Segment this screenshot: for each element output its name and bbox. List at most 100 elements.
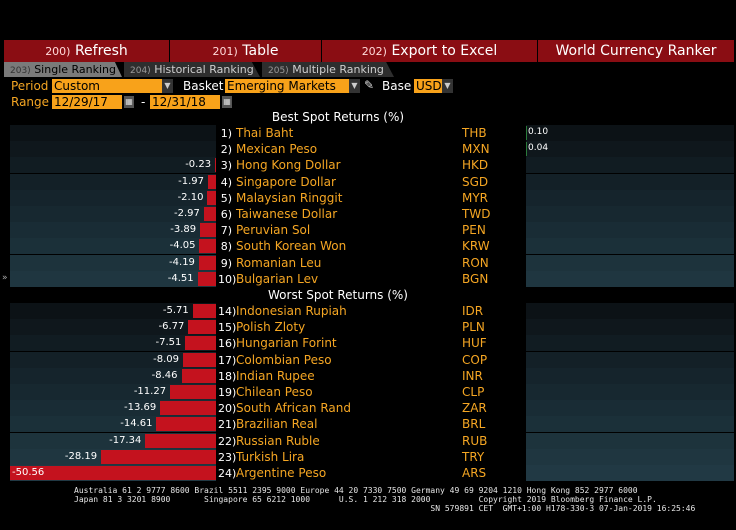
tab-num: 205) <box>268 66 289 76</box>
currency-name[interactable]: Singapore Dollar <box>236 174 336 189</box>
currency-name[interactable]: Hong Kong Dollar <box>236 158 341 173</box>
return-bar <box>145 433 216 448</box>
rank-number: 23) <box>218 450 237 464</box>
footer: Australia 61 2 9777 8600 Brazil 5511 239… <box>74 486 695 513</box>
currency-name[interactable]: Romanian Leu <box>236 255 322 270</box>
currency-name[interactable]: Russian Ruble <box>236 433 320 448</box>
currency-name[interactable]: South African Rand <box>236 401 351 416</box>
chevron-down-icon[interactable]: ▼ <box>162 79 173 93</box>
currency-code[interactable]: TWD <box>462 207 491 221</box>
currency-code[interactable]: HKD <box>462 158 489 173</box>
rank-number: 14) <box>218 305 237 318</box>
row-background <box>10 141 216 158</box>
return-bar <box>200 223 216 238</box>
basket-select[interactable]: Emerging Markets <box>225 79 349 93</box>
right-panel-cell <box>526 367 734 384</box>
refresh-label: Refresh <box>74 43 128 59</box>
return-value: -3.89 <box>170 224 197 236</box>
row-background <box>10 125 216 141</box>
return-bar <box>198 255 216 270</box>
currency-name[interactable]: Indonesian Rupiah <box>236 304 347 318</box>
currency-name[interactable]: Indian Rupee <box>236 368 315 383</box>
return-bar <box>215 158 216 173</box>
rank-number: 1) <box>220 127 232 140</box>
return-bar <box>183 352 216 367</box>
currency-code[interactable]: SGD <box>462 174 489 189</box>
currency-code[interactable]: ZAR <box>462 401 487 416</box>
currency-name[interactable]: Colombian Peso <box>236 352 332 367</box>
refresh-button[interactable]: 200) Refresh <box>4 40 170 62</box>
currency-code[interactable]: RUB <box>462 433 488 448</box>
currency-code[interactable]: BGN <box>462 271 489 286</box>
currency-code[interactable]: ARS <box>462 466 487 480</box>
row-background <box>10 270 216 287</box>
currency-code[interactable]: IDR <box>462 304 484 318</box>
currency-code[interactable]: RON <box>462 255 489 270</box>
return-bar <box>199 239 216 254</box>
rank-number: 17) <box>218 353 237 367</box>
chevron-down-icon[interactable]: ▼ <box>349 79 360 93</box>
return-value: -2.10 <box>177 191 204 203</box>
currency-code[interactable]: CLP <box>462 385 485 399</box>
footer-line: Japan 81 3 3201 8900 Singapore 65 6212 1… <box>74 495 657 504</box>
rank-number: 4) <box>220 175 232 189</box>
currency-name[interactable]: Brazilian Real <box>236 417 318 432</box>
currency-name[interactable]: Chilean Peso <box>236 385 313 399</box>
currency-name[interactable]: Bulgarian Lev <box>236 271 319 286</box>
rank-number: 9) <box>220 256 232 270</box>
right-panel-cell <box>526 125 734 141</box>
currency-name[interactable]: Hungarian Forint <box>236 336 337 351</box>
return-bar <box>170 385 216 399</box>
right-panel-cell <box>526 222 734 239</box>
return-bar <box>181 368 216 383</box>
export-excel-button[interactable]: 202) Export to Excel <box>322 40 538 62</box>
currency-name[interactable]: Malaysian Ringgit <box>236 190 343 205</box>
currency-name[interactable]: Turkish Lira <box>236 449 305 464</box>
currency-code[interactable]: TRY <box>462 449 485 464</box>
currency-name[interactable]: Mexican Peso <box>236 142 318 157</box>
expand-arrow-icon[interactable]: » <box>2 273 8 283</box>
base-select[interactable]: USD <box>414 79 442 93</box>
currency-code[interactable]: INR <box>462 368 483 383</box>
right-panel-cell <box>526 189 734 206</box>
currency-name[interactable]: Polish Zloty <box>236 320 306 335</box>
calendar-icon[interactable]: ▦ <box>222 96 232 108</box>
rank-number: 24) <box>218 467 237 480</box>
currency-code[interactable]: HUF <box>462 336 487 351</box>
range-end-input[interactable]: 12/31/18 <box>150 95 220 109</box>
right-panel-cell <box>526 270 734 287</box>
tab-multiple-ranking[interactable]: 205) Multiple Ranking <box>262 62 394 77</box>
currency-code[interactable]: PLN <box>462 320 485 335</box>
footer-line: SN 579891 CET GMT+1:00 H178-330-3 07-Jan… <box>74 504 696 513</box>
currency-code[interactable]: COP <box>462 352 488 367</box>
chevron-down-icon[interactable]: ▼ <box>442 79 453 93</box>
toolbar: 200) Refresh 201) Table 202) Export to E… <box>4 40 734 62</box>
currency-name[interactable]: South Korean Won <box>236 239 347 254</box>
return-bar <box>156 417 216 432</box>
currency-code[interactable]: KRW <box>462 239 490 254</box>
currency-code[interactable]: MXN <box>462 142 490 157</box>
return-value: -8.46 <box>151 369 178 381</box>
right-panel-cell <box>526 416 734 433</box>
tab-single-ranking[interactable]: 203) Single Ranking <box>4 62 122 77</box>
currency-code[interactable]: PEN <box>462 223 486 238</box>
rank-number: 2) <box>220 143 232 157</box>
row-background <box>10 189 216 206</box>
pencil-icon[interactable]: ✎ <box>364 78 375 92</box>
calendar-icon[interactable]: ▦ <box>124 96 134 108</box>
currency-code[interactable]: MYR <box>462 190 489 205</box>
range-start-input[interactable]: 12/29/17 <box>52 95 122 109</box>
tab-historical-ranking[interactable]: 204) Historical Ranking <box>124 62 260 77</box>
refresh-num: 200) <box>45 45 71 58</box>
currency-code[interactable]: BRL <box>462 417 486 432</box>
currency-code[interactable]: THB <box>462 126 487 140</box>
currency-name[interactable]: Taiwanese Dollar <box>236 207 338 221</box>
basket-label: Basket <box>183 79 224 93</box>
right-panel-cell <box>526 400 734 417</box>
currency-name[interactable]: Thai Baht <box>236 126 294 140</box>
currency-name[interactable]: Peruvian Sol <box>236 223 311 238</box>
period-select[interactable]: Custom <box>52 79 162 93</box>
right-panel-cell <box>526 384 734 400</box>
currency-name[interactable]: Argentine Peso <box>236 466 327 480</box>
table-button[interactable]: 201) Table <box>170 40 322 62</box>
